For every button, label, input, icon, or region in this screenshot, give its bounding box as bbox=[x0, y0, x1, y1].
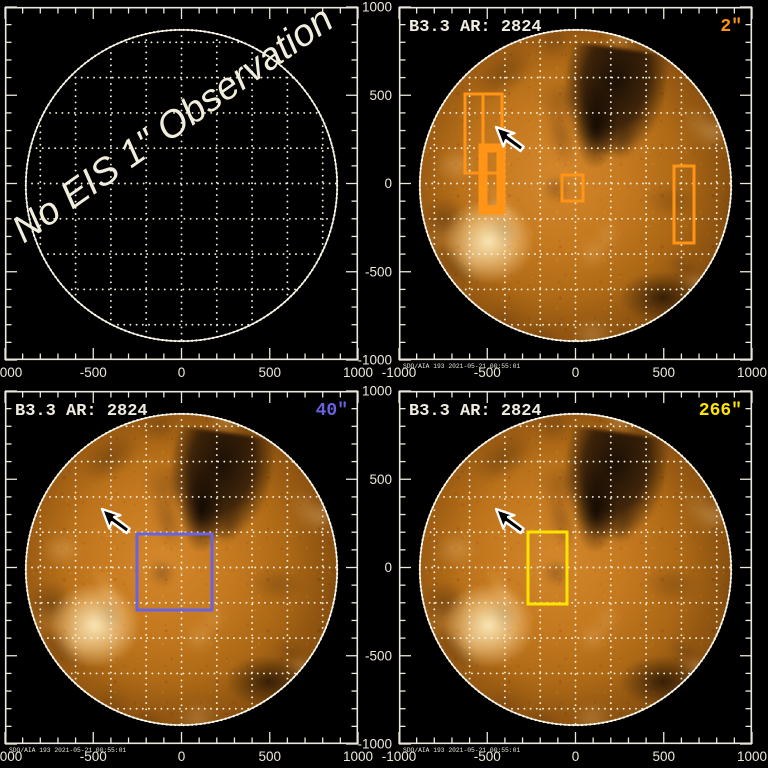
svg-text:1000: 1000 bbox=[737, 365, 767, 380]
svg-text:0: 0 bbox=[572, 365, 580, 380]
svg-text:266": 266" bbox=[699, 401, 742, 421]
svg-text:0: 0 bbox=[178, 749, 186, 764]
svg-text:0: 0 bbox=[572, 749, 580, 764]
svg-text:-500: -500 bbox=[365, 648, 392, 663]
svg-text:-1000: -1000 bbox=[357, 353, 392, 368]
svg-text:500: 500 bbox=[652, 749, 675, 764]
svg-text:0: 0 bbox=[384, 560, 392, 575]
svg-text:SDO/AIA 193 2021-05-21 00:55: SDO/AIA 193 2021-05-21 00:55:01 bbox=[9, 747, 126, 754]
svg-text:1000: 1000 bbox=[362, 0, 392, 15]
svg-text:-1000: -1000 bbox=[0, 365, 22, 380]
svg-text:0: 0 bbox=[178, 365, 186, 380]
svg-text:B3.3 AR: 2824: B3.3 AR: 2824 bbox=[15, 402, 148, 421]
svg-text:500: 500 bbox=[369, 88, 392, 103]
svg-text:-500: -500 bbox=[80, 365, 107, 380]
svg-text:SDO/AIA 193 2021-05-21 00:55: SDO/AIA 193 2021-05-21 00:55:01 bbox=[403, 363, 520, 370]
svg-text:-1000: -1000 bbox=[357, 737, 392, 752]
svg-text:2": 2" bbox=[720, 17, 742, 37]
svg-text:B3.3 AR: 2824: B3.3 AR: 2824 bbox=[409, 18, 542, 37]
svg-text:SDO/AIA 193 2021-05-21 00:55: SDO/AIA 193 2021-05-21 00:55:01 bbox=[403, 747, 520, 754]
svg-text:500: 500 bbox=[369, 472, 392, 487]
svg-text:-500: -500 bbox=[365, 264, 392, 279]
svg-text:500: 500 bbox=[258, 749, 281, 764]
svg-text:40": 40" bbox=[316, 401, 348, 421]
svg-text:500: 500 bbox=[258, 365, 281, 380]
svg-text:1000: 1000 bbox=[737, 749, 767, 764]
svg-text:500: 500 bbox=[652, 365, 675, 380]
svg-text:0: 0 bbox=[384, 176, 392, 191]
svg-text:1000: 1000 bbox=[362, 384, 392, 399]
svg-text:B3.3 AR: 2824: B3.3 AR: 2824 bbox=[409, 402, 542, 421]
